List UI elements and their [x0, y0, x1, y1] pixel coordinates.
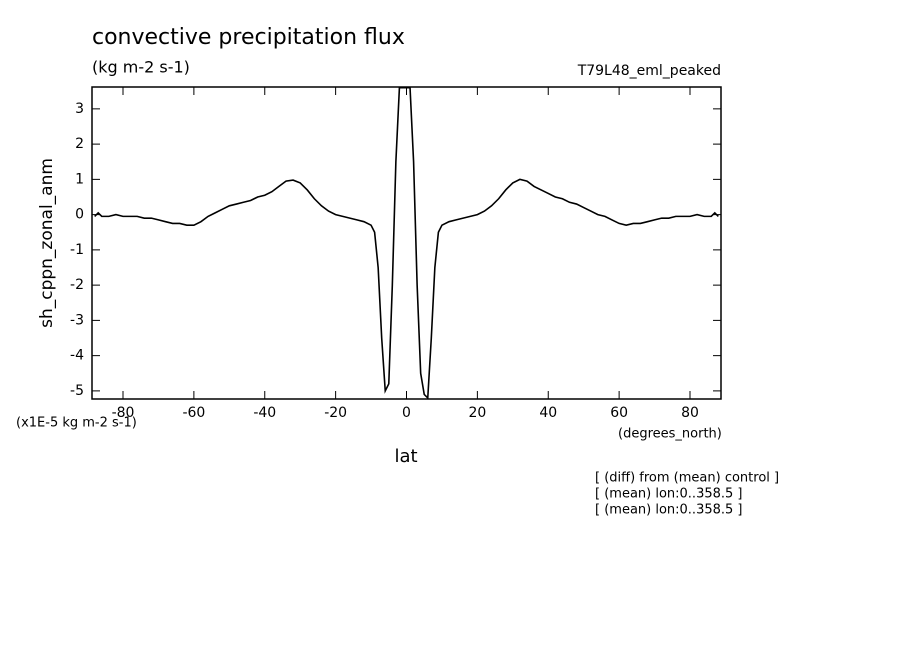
- chart-subtitle: (kg m-2 s-1): [92, 58, 190, 77]
- y-tick-label: -4: [70, 348, 84, 364]
- y-tick-label: 3: [75, 101, 84, 117]
- note: [ (mean) lon:0..358.5 ]: [595, 503, 743, 518]
- x-tick-label: -40: [253, 405, 276, 421]
- x-tick-label: 80: [681, 405, 699, 421]
- data-line: [94, 87, 719, 399]
- note: [ (mean) lon:0..358.5 ]: [595, 487, 743, 502]
- plot-frame: [91, 86, 722, 400]
- y-tick-label: 1: [75, 171, 84, 187]
- x-axis-label: lat: [394, 446, 417, 467]
- x-tick-label: -60: [182, 405, 205, 421]
- scale-label: (x1E-5 kg m-2 s-1): [16, 416, 137, 431]
- x-tick-label: 60: [610, 405, 628, 421]
- y-tick-label: -1: [70, 242, 84, 258]
- note: [ (diff) from (mean) control ]: [595, 471, 779, 486]
- x-tick-label: 20: [468, 405, 486, 421]
- y-axis-label: sh_cppn_zonal_anm: [37, 158, 57, 328]
- y-tick-label: -3: [70, 312, 84, 328]
- x-tick-label: 0: [402, 405, 411, 421]
- y-tick-label: -5: [70, 383, 84, 399]
- y-tick-label: 0: [75, 207, 84, 223]
- run-label: T79L48_eml_peaked: [577, 63, 721, 79]
- x-tick-label: -20: [324, 405, 347, 421]
- x-tick-label: -80: [112, 405, 135, 421]
- chart-title: convective precipitation flux: [92, 25, 405, 50]
- y-tick-label: 2: [75, 136, 84, 152]
- x-tick-label: 40: [539, 405, 557, 421]
- y-tick-label: -2: [70, 277, 84, 293]
- x-units: (degrees_north): [618, 427, 722, 442]
